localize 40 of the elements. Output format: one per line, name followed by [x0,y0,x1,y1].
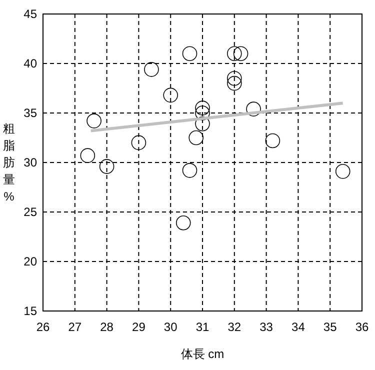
point [265,133,280,148]
point [176,215,191,230]
x-axis-title: 体長 cm [180,347,224,361]
y-axis-title: 粗脂肪量% [3,122,15,204]
point [246,102,261,116]
point [227,70,242,86]
y-tick-label: 25 [24,205,38,219]
point [182,163,198,178]
x-tick-label: 29 [132,320,146,334]
x-tick-label: 28 [100,320,114,334]
point [163,88,178,103]
point [80,148,96,163]
x-tick-label: 33 [260,320,274,334]
x-tick-label: 34 [292,320,306,334]
y-tick-label: 20 [24,254,38,268]
point [182,46,198,61]
point [195,100,210,116]
point [195,116,210,132]
y-tick-label: 35 [24,106,38,120]
point [227,46,242,61]
y-tick-label: 30 [24,156,38,170]
x-tick-label: 31 [196,320,210,334]
y-tick-label: 40 [24,56,38,70]
point [131,135,146,150]
y-tick-label: 15 [24,304,38,318]
x-tick-label: 36 [355,320,369,334]
x-tick-label: 26 [36,320,50,334]
point [86,114,102,128]
x-tick-label: 35 [323,320,338,334]
point [227,76,242,91]
point [195,106,210,120]
point [233,46,248,61]
y-tick-label: 45 [24,7,38,21]
point [144,62,159,77]
point [99,159,114,174]
point [335,164,350,179]
x-tick-label: 27 [68,320,82,334]
x-tick-label: 32 [228,320,242,334]
point [188,130,204,146]
x-tick-label: 30 [164,320,178,334]
